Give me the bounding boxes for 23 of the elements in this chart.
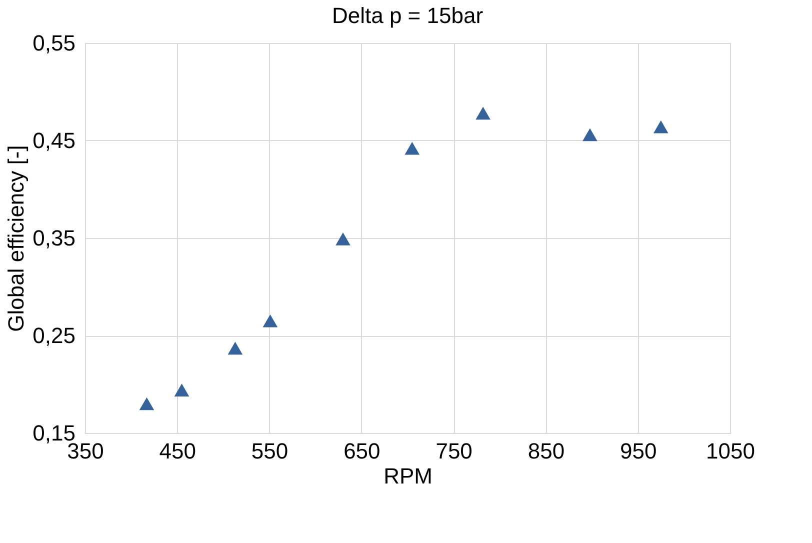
x-tick-label: 850 xyxy=(528,438,565,464)
point xyxy=(336,232,350,246)
chart-title: Delta p = 15bar xyxy=(332,3,484,28)
y-tick-label: 0,25 xyxy=(32,323,76,348)
x-tick-label: 1050 xyxy=(706,438,755,464)
x-tick-label: 550 xyxy=(251,438,288,464)
point xyxy=(582,128,598,142)
x-tick-label: 750 xyxy=(436,438,472,464)
point xyxy=(404,142,420,155)
x-tick-label: 650 xyxy=(344,438,380,464)
point xyxy=(476,106,490,120)
point xyxy=(139,397,154,410)
point xyxy=(228,342,243,355)
x-tick-label: 950 xyxy=(620,438,657,464)
point xyxy=(262,314,278,328)
y-axis-title: Global efficiency [-] xyxy=(4,145,29,332)
point xyxy=(653,120,668,134)
y-tick-label: 0,55 xyxy=(32,30,76,56)
y-tick-label: 0,45 xyxy=(32,128,76,153)
point xyxy=(174,384,190,397)
x-tick-label: 450 xyxy=(159,438,196,464)
y-tick-label: 0,35 xyxy=(32,226,76,250)
x-axis-title: RPM xyxy=(384,464,432,488)
